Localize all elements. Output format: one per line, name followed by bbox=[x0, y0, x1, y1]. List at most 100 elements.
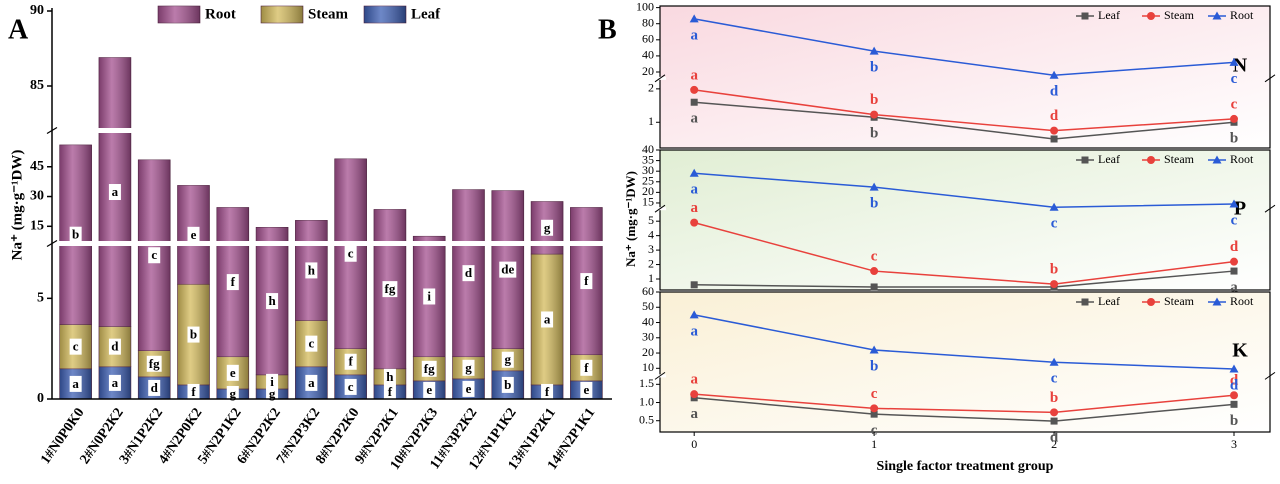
segment-letter: c bbox=[151, 247, 157, 262]
subplot-label: N bbox=[1233, 55, 1248, 77]
segment-letter: c bbox=[308, 336, 314, 351]
segment-letter: b bbox=[504, 377, 511, 392]
point-letter: a bbox=[1230, 279, 1238, 295]
point-letter: a bbox=[690, 372, 698, 388]
segment-letter: c bbox=[348, 379, 354, 394]
point bbox=[689, 14, 699, 23]
letter-box bbox=[108, 184, 121, 201]
axis-break bbox=[40, 241, 614, 246]
panel-label: B bbox=[598, 14, 617, 45]
y-tick-label: 5 bbox=[37, 291, 44, 306]
legend-label: Steam bbox=[1164, 294, 1195, 308]
letter-box bbox=[146, 355, 162, 372]
segment-letter: g bbox=[544, 220, 551, 235]
letter-box bbox=[462, 380, 475, 397]
point-letter: a bbox=[690, 182, 698, 198]
point-letter: b bbox=[1230, 413, 1238, 429]
y-axis-label: Na⁺ (mg·g⁻¹DW) bbox=[9, 150, 25, 261]
letter-box bbox=[344, 378, 357, 395]
legend-label: Root bbox=[1230, 294, 1254, 308]
point-letter: b bbox=[870, 358, 878, 374]
point-letter: b bbox=[870, 60, 878, 76]
y-tick-label: 35 bbox=[642, 152, 654, 166]
point-letter: a bbox=[690, 111, 698, 127]
point bbox=[690, 98, 698, 106]
series-line bbox=[694, 172, 1235, 208]
legend-marker bbox=[1081, 298, 1089, 306]
y-tick-label: 1.0 bbox=[639, 394, 654, 408]
letter-box bbox=[421, 360, 437, 377]
legend-label: Steam bbox=[1164, 8, 1195, 22]
y-tick-label: 45 bbox=[30, 159, 44, 174]
y-tick-label: 85 bbox=[30, 78, 44, 93]
point bbox=[1049, 357, 1059, 366]
point bbox=[1050, 126, 1059, 135]
letter-box bbox=[69, 375, 82, 392]
series-line bbox=[693, 221, 1235, 285]
letter-box bbox=[305, 374, 318, 391]
segment-letter: f bbox=[191, 384, 196, 399]
point bbox=[1050, 408, 1059, 417]
segment-letter: a bbox=[72, 376, 79, 391]
segment-letter: a bbox=[112, 375, 119, 390]
point-letter: b bbox=[1230, 131, 1238, 147]
y-tick-label: 40 bbox=[642, 142, 654, 156]
legend-label: Leaf bbox=[411, 6, 441, 22]
segment-letter: h bbox=[268, 293, 276, 308]
segment-letter: f bbox=[231, 274, 236, 289]
legend-label: Steam bbox=[1164, 152, 1195, 166]
plot-background bbox=[659, 149, 1271, 291]
point bbox=[1230, 257, 1239, 266]
segment-letter: g bbox=[230, 386, 237, 401]
point bbox=[870, 404, 879, 413]
segment-letter: a bbox=[308, 375, 315, 390]
y-tick-label: 0.5 bbox=[639, 412, 654, 426]
letter-box bbox=[541, 311, 554, 328]
break-mark bbox=[654, 371, 666, 380]
axis-break bbox=[40, 128, 614, 133]
y-tick-label: 2 bbox=[648, 256, 654, 270]
series-line bbox=[694, 314, 1235, 370]
segment-letter: b bbox=[190, 327, 197, 342]
point bbox=[1050, 280, 1059, 289]
y-tick-label: 100 bbox=[636, 0, 654, 13]
point bbox=[1229, 364, 1239, 373]
point bbox=[870, 267, 879, 276]
point-letter: a bbox=[690, 323, 698, 339]
y-tick-label: 1.5 bbox=[639, 376, 654, 390]
point-letter: d bbox=[1050, 430, 1059, 446]
segment-letter: fg bbox=[385, 281, 396, 296]
plot-background bbox=[659, 291, 1271, 433]
point bbox=[1050, 135, 1058, 143]
point bbox=[1229, 57, 1239, 66]
letter-box bbox=[305, 262, 318, 279]
letter-box bbox=[226, 385, 239, 402]
legend-label: Leaf bbox=[1098, 8, 1120, 22]
point bbox=[1229, 199, 1239, 208]
point bbox=[690, 218, 699, 227]
y-tick-label: 0 bbox=[37, 391, 44, 406]
legend-marker bbox=[1147, 298, 1155, 306]
letter-box bbox=[266, 385, 279, 402]
break-mark bbox=[1264, 74, 1276, 83]
break-mark bbox=[1264, 371, 1276, 380]
point-letter: d bbox=[1230, 239, 1239, 255]
legend-marker bbox=[1081, 12, 1089, 20]
point-letter: d bbox=[1230, 373, 1239, 389]
letter-box bbox=[187, 226, 200, 243]
point-letter: b bbox=[870, 196, 878, 212]
letter-box bbox=[423, 381, 436, 398]
point bbox=[869, 345, 879, 354]
y-tick-label: 5 bbox=[648, 213, 654, 227]
letter-box bbox=[187, 326, 200, 343]
segment-letter: f bbox=[584, 273, 589, 288]
y-tick-label: 30 bbox=[642, 330, 654, 344]
point-letter: a bbox=[690, 200, 698, 216]
point-letter: a bbox=[690, 27, 698, 43]
break-mark bbox=[654, 204, 666, 213]
segment-letter: de bbox=[501, 262, 514, 277]
segment-letter: d bbox=[465, 265, 473, 280]
segment-letter: fg bbox=[424, 361, 435, 376]
point bbox=[870, 283, 878, 291]
